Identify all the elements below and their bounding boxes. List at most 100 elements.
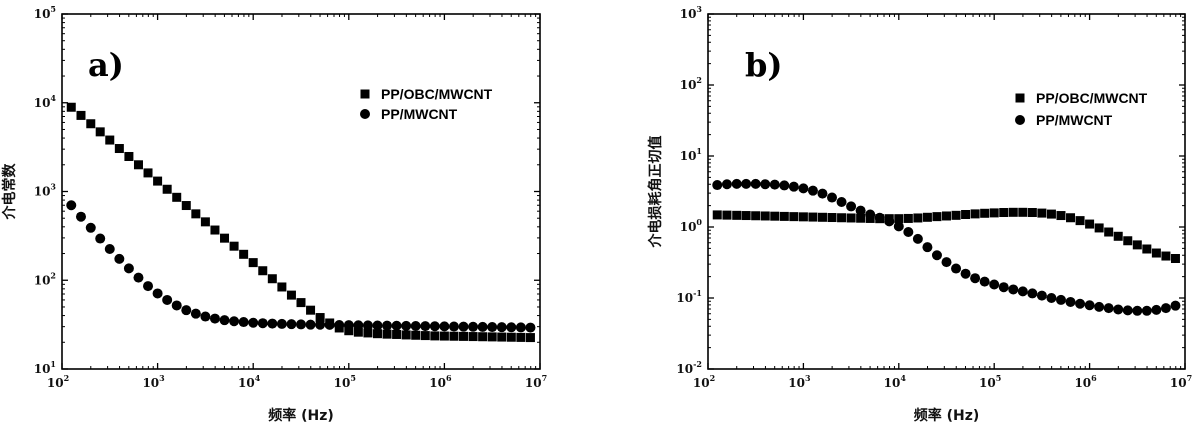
square-marker: [229, 241, 239, 251]
square-marker: [124, 151, 134, 161]
circle-marker: [731, 178, 742, 189]
circle-marker: [855, 205, 866, 216]
circle-marker: [750, 178, 761, 189]
series-pp-obc-mwcnt: [66, 102, 535, 343]
circle-marker: [334, 320, 345, 331]
circle-marker: [760, 179, 771, 190]
legend-circle-marker: [360, 109, 370, 119]
circle-marker: [391, 320, 402, 331]
square-marker: [66, 102, 76, 112]
circle-marker: [267, 318, 278, 329]
square-marker: [837, 213, 847, 223]
circle-marker: [998, 282, 1009, 293]
square-marker: [506, 332, 516, 342]
y-axis: 10-2 10-1 100 101 102 103: [676, 4, 1185, 376]
legend: PP/OBC/MWCNT PP/MWCNT: [360, 86, 493, 122]
square-marker: [741, 211, 751, 221]
square-marker: [267, 274, 277, 284]
square-marker: [951, 210, 961, 220]
chart-b: 102 103 104 105 106 107 10-2 10-1 100 101 102 103 频率…: [647, 4, 1192, 424]
square-marker: [1123, 236, 1133, 246]
circle-marker: [769, 179, 780, 190]
circle-marker: [95, 233, 106, 244]
square-marker: [525, 333, 535, 343]
circle-marker: [468, 321, 479, 332]
circle-marker: [1151, 304, 1162, 315]
square-marker: [1104, 227, 1114, 237]
circle-marker: [286, 319, 297, 330]
y-axis-title: 介电常数: [1, 163, 18, 221]
legend-circle-marker: [1015, 115, 1025, 125]
circle-marker: [219, 315, 230, 326]
y-tick-label: 104: [34, 93, 57, 110]
legend: PP/OBC/MWCNT PP/MWCNT: [1015, 90, 1148, 128]
x-tick-label: 107: [525, 373, 547, 390]
square-marker: [315, 313, 325, 323]
square-marker: [1113, 231, 1123, 241]
circle-marker: [104, 243, 115, 254]
circle-marker: [1170, 300, 1181, 311]
square-marker: [751, 211, 761, 221]
circle-marker: [1055, 294, 1066, 305]
x-tick-label: 103: [142, 373, 165, 390]
circle-marker: [315, 319, 326, 330]
circle-marker: [362, 320, 373, 331]
square-marker: [420, 331, 430, 341]
circle-marker: [1141, 305, 1152, 316]
circle-marker: [1084, 300, 1095, 311]
square-marker: [516, 332, 526, 342]
circle-marker: [1132, 305, 1143, 316]
circle-marker: [439, 321, 450, 332]
square-marker: [191, 209, 201, 219]
square-marker: [172, 192, 182, 202]
circle-marker: [807, 185, 818, 196]
circle-marker: [133, 272, 144, 283]
square-marker: [932, 212, 942, 222]
circle-marker: [257, 318, 268, 329]
circle-marker: [353, 320, 364, 331]
square-marker: [353, 327, 363, 337]
circle-marker: [75, 211, 86, 222]
circle-marker: [152, 288, 163, 299]
square-marker: [827, 213, 837, 223]
square-marker: [181, 201, 191, 211]
circle-marker: [305, 319, 316, 330]
circle-marker: [123, 263, 134, 274]
square-marker: [392, 329, 402, 339]
square-marker: [808, 212, 818, 222]
square-marker: [478, 332, 488, 342]
circle-marker: [1122, 305, 1133, 316]
circle-marker: [1160, 303, 1171, 314]
circle-marker: [382, 320, 393, 331]
square-marker: [459, 331, 469, 341]
square-marker: [1018, 207, 1028, 217]
circle-marker: [229, 316, 240, 327]
circle-marker: [941, 257, 952, 268]
circle-marker: [989, 279, 1000, 290]
square-marker: [220, 233, 230, 243]
square-marker: [1008, 207, 1018, 217]
square-marker: [961, 209, 971, 219]
circle-marker: [190, 308, 201, 319]
square-marker: [1094, 223, 1104, 233]
square-marker: [770, 211, 780, 221]
y-tick-label: 102: [34, 270, 56, 287]
square-marker: [76, 110, 86, 120]
circle-marker: [827, 192, 838, 203]
circle-marker: [448, 321, 459, 332]
circle-marker: [712, 180, 723, 191]
circle-marker: [817, 188, 828, 199]
square-marker: [497, 332, 507, 342]
square-marker: [239, 249, 249, 259]
circle-marker: [458, 321, 469, 332]
y-tick-label: 103: [680, 4, 703, 21]
square-marker: [1056, 211, 1066, 221]
circle-marker: [515, 322, 526, 333]
circle-marker: [979, 276, 990, 287]
square-marker: [903, 213, 913, 223]
circle-marker: [324, 319, 335, 330]
circle-marker: [506, 322, 517, 333]
circle-marker: [238, 317, 249, 328]
circle-marker: [162, 294, 173, 305]
